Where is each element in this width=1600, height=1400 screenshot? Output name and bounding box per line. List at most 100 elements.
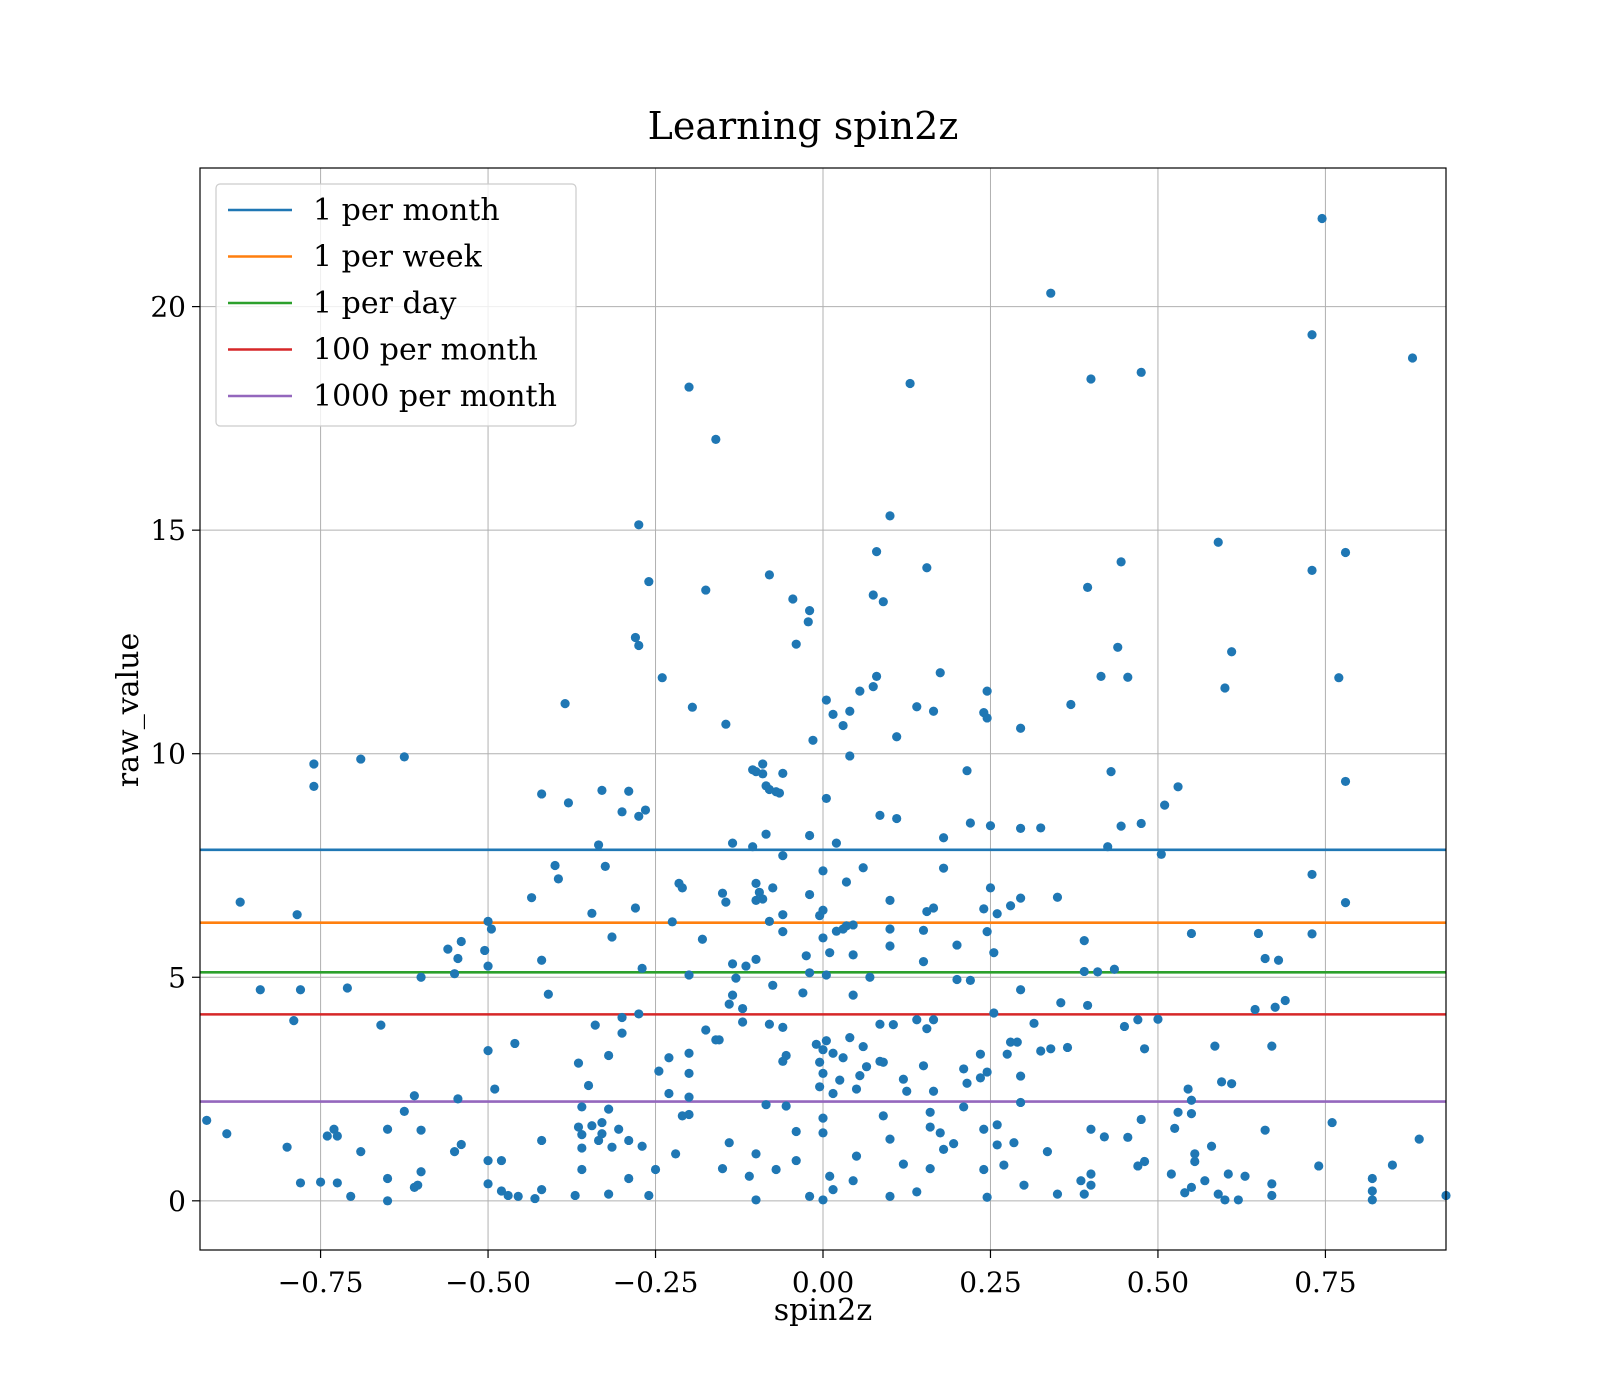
data-point bbox=[831, 926, 841, 936]
data-point bbox=[1160, 800, 1170, 810]
data-point bbox=[1213, 537, 1223, 547]
data-point bbox=[684, 1092, 694, 1102]
data-point bbox=[607, 1142, 617, 1152]
data-point bbox=[965, 975, 975, 985]
data-point bbox=[1079, 936, 1089, 946]
data-point bbox=[805, 1191, 815, 1201]
data-point bbox=[721, 719, 731, 729]
data-point bbox=[848, 990, 858, 1000]
data-point bbox=[309, 759, 319, 769]
legend-label: 1 per day bbox=[313, 286, 457, 321]
data-point bbox=[1173, 782, 1183, 792]
data-point bbox=[573, 1122, 584, 1132]
data-point bbox=[235, 897, 245, 907]
data-point bbox=[845, 706, 855, 716]
data-point bbox=[1086, 1180, 1096, 1190]
data-point bbox=[721, 897, 731, 907]
data-point bbox=[1136, 1114, 1146, 1125]
data-point bbox=[1173, 1107, 1183, 1117]
data-point bbox=[982, 927, 992, 937]
data-point bbox=[741, 961, 751, 971]
data-point bbox=[992, 1120, 1002, 1130]
data-point bbox=[1190, 1156, 1200, 1167]
data-point bbox=[979, 1164, 989, 1175]
data-point bbox=[871, 671, 882, 681]
data-point bbox=[202, 1115, 212, 1125]
data-point bbox=[526, 893, 537, 903]
data-point bbox=[1136, 818, 1146, 829]
data-point bbox=[1273, 955, 1284, 965]
x-tick-label: −0.75 bbox=[278, 1266, 364, 1299]
data-point bbox=[1139, 1044, 1150, 1054]
data-point bbox=[982, 686, 992, 696]
data-point bbox=[758, 759, 768, 769]
data-point bbox=[604, 1189, 614, 1199]
y-axis-label: raw_value bbox=[111, 633, 146, 787]
data-point bbox=[898, 1159, 908, 1169]
data-point bbox=[724, 1138, 734, 1148]
data-point bbox=[1166, 1169, 1176, 1179]
data-point bbox=[449, 969, 460, 979]
data-point bbox=[1139, 1156, 1150, 1167]
data-point bbox=[925, 1122, 935, 1132]
y-axis-ticks: 0 5 10 15 20 bbox=[150, 291, 200, 1218]
data-point bbox=[1133, 1015, 1143, 1025]
data-point bbox=[868, 590, 878, 600]
y-tick-label: 20 bbox=[150, 291, 186, 324]
data-point bbox=[456, 936, 466, 947]
data-point bbox=[604, 1050, 614, 1061]
data-point bbox=[637, 963, 647, 973]
data-point bbox=[587, 1121, 597, 1131]
data-point bbox=[902, 1086, 912, 1096]
x-tick-label: 0.25 bbox=[959, 1266, 1021, 1299]
data-point bbox=[480, 945, 490, 956]
data-point bbox=[791, 639, 801, 649]
data-point bbox=[1367, 1186, 1377, 1196]
data-point bbox=[865, 972, 875, 982]
data-point bbox=[640, 805, 651, 815]
data-point bbox=[1046, 1044, 1056, 1054]
data-point bbox=[684, 1068, 694, 1078]
data-point bbox=[483, 1179, 493, 1189]
data-point bbox=[1079, 1189, 1089, 1199]
data-point bbox=[1334, 673, 1344, 683]
data-point bbox=[1106, 766, 1116, 777]
data-point bbox=[751, 1149, 761, 1159]
data-point bbox=[1267, 1190, 1277, 1201]
data-point bbox=[871, 547, 882, 557]
data-point bbox=[999, 1160, 1009, 1170]
data-point bbox=[1307, 929, 1317, 939]
data-point bbox=[1270, 1002, 1280, 1012]
data-point bbox=[764, 916, 775, 926]
data-point bbox=[1227, 1079, 1237, 1089]
data-point bbox=[962, 1078, 972, 1088]
legend: 1 per month 1 per week 1 per day 100 per mo… bbox=[215, 183, 577, 427]
data-point bbox=[543, 989, 553, 999]
data-point bbox=[282, 1142, 292, 1152]
data-point bbox=[577, 1130, 587, 1140]
data-point bbox=[1083, 582, 1093, 592]
data-point bbox=[778, 1022, 788, 1032]
legend-label: 100 per month bbox=[313, 333, 538, 368]
data-point bbox=[714, 1035, 724, 1045]
data-point bbox=[537, 1135, 547, 1146]
data-point bbox=[912, 1015, 922, 1025]
data-point bbox=[1250, 1004, 1260, 1015]
data-point bbox=[684, 1048, 694, 1058]
data-point bbox=[483, 916, 493, 926]
data-point bbox=[593, 840, 604, 850]
data-point bbox=[918, 1061, 929, 1071]
data-point bbox=[922, 1024, 932, 1034]
data-point bbox=[1387, 1160, 1398, 1170]
data-point bbox=[1407, 353, 1418, 363]
data-point bbox=[975, 1049, 986, 1059]
data-point bbox=[644, 576, 654, 587]
data-point bbox=[855, 1071, 865, 1081]
data-point bbox=[727, 990, 738, 1000]
data-point bbox=[409, 1182, 419, 1193]
data-point bbox=[851, 1151, 862, 1161]
data-point bbox=[667, 917, 677, 927]
data-point bbox=[1016, 893, 1026, 903]
data-point bbox=[1005, 1037, 1016, 1047]
data-point bbox=[1206, 1141, 1217, 1151]
